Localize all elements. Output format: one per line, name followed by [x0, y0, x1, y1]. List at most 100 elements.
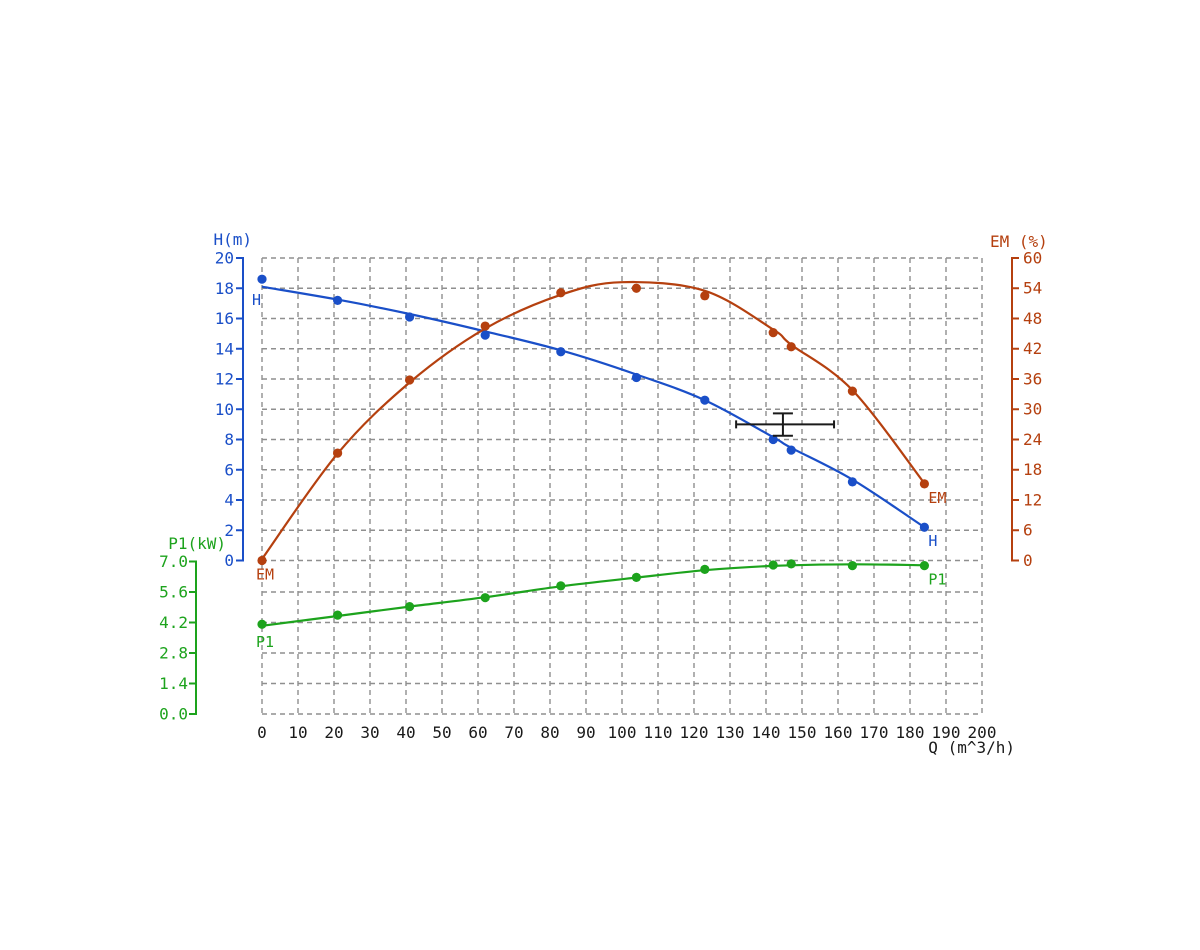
- x-tick-label: 110: [644, 723, 673, 742]
- h-axis-title: H(m): [213, 230, 252, 249]
- x-tick-label: 70: [504, 723, 523, 742]
- x-axis: 0 10 20 30 40 50 60 70 80 90 100 110 120 130 140 150 160…: [257, 723, 1015, 757]
- data-point-H: [333, 295, 343, 305]
- data-point-H: [257, 274, 267, 284]
- em-axis-tick-label: 54: [1023, 279, 1042, 298]
- data-point-H: [556, 347, 566, 357]
- curve-P1: [261, 563, 925, 627]
- data-point-EM: [257, 555, 267, 566]
- x-tick-label: 0: [257, 723, 267, 742]
- h-axis-tick-label: 18: [215, 279, 234, 298]
- x-tick-label: 180: [896, 723, 925, 742]
- x-tick-label: 140: [752, 723, 781, 742]
- data-point-H: [405, 312, 415, 322]
- em-axis-tick-label: 12: [1023, 490, 1042, 509]
- x-tick-label: 50: [432, 723, 451, 742]
- data-point-P1: [480, 593, 490, 603]
- data-point-P1: [919, 561, 930, 571]
- x-tick-label: 160: [824, 723, 853, 742]
- h-axis-tick-label: 10: [215, 400, 234, 419]
- p1-axis-tick-label: 4.2: [159, 613, 188, 632]
- x-tick-label: 30: [360, 723, 379, 742]
- series-P1: P1 P1: [256, 559, 946, 651]
- curve-EM: [261, 280, 926, 560]
- em-axis-tick-label: 48: [1023, 309, 1042, 328]
- data-point-H: [847, 477, 858, 487]
- h-axis-tick-label: 0: [224, 551, 234, 570]
- x-axis-title: Q (m^3/h): [928, 738, 1015, 757]
- data-point-H: [631, 372, 642, 383]
- em-axis-tick-label: 36: [1023, 369, 1042, 388]
- p1-axis-line: [189, 560, 197, 715]
- p1-axis-tick-label: 5.6: [159, 582, 188, 601]
- grid: [261, 257, 983, 717]
- series-start-label-EM: EM: [256, 566, 274, 584]
- series-start-label-H: H: [252, 291, 261, 309]
- data-point-P1: [333, 610, 343, 620]
- p1-axis-tick-label: 7.0: [159, 552, 188, 571]
- x-tick-label: 200: [968, 723, 997, 742]
- x-tick-label: 40: [396, 723, 415, 742]
- data-point-H: [919, 522, 930, 532]
- em-axis-tick-label: 60: [1023, 248, 1042, 267]
- p1-axis-tick-label: 2.8: [159, 643, 188, 662]
- data-point-H: [480, 330, 490, 340]
- p1-axis-title: P1(kW): [168, 534, 226, 553]
- h-axis-tick-label: 20: [215, 249, 234, 268]
- h-axis-tick-label: 8: [224, 430, 234, 449]
- em-axis-title: EM (%): [990, 232, 1048, 251]
- x-tick-label: 190: [932, 723, 961, 742]
- data-point-P1: [786, 559, 796, 569]
- series-start-label-P1: P1: [256, 633, 274, 651]
- h-axis-tick-label: 2: [224, 521, 234, 540]
- x-tick-label: 130: [716, 723, 745, 742]
- x-tick-label: 60: [468, 723, 487, 742]
- data-point-P1: [405, 601, 415, 612]
- x-tick-label: 170: [860, 723, 889, 742]
- data-point-H: [768, 434, 778, 445]
- h-axis-tick-label: 16: [215, 309, 234, 328]
- x-tick-label: 90: [576, 723, 595, 742]
- x-tick-label: 10: [288, 723, 307, 742]
- data-point-EM: [768, 328, 778, 338]
- em-axis-tick-label: 24: [1023, 430, 1042, 449]
- duty-point-marker: [735, 412, 836, 437]
- x-tick-label: 80: [540, 723, 559, 742]
- x-tick-label: 120: [680, 723, 709, 742]
- data-point-P1: [556, 581, 566, 591]
- data-point-H: [786, 445, 796, 455]
- em-axis-tick-label: 30: [1023, 400, 1042, 419]
- series-end-label-P1: P1: [928, 571, 946, 589]
- x-tick-label: 100: [608, 723, 637, 742]
- x-tick-label: 20: [324, 723, 343, 742]
- data-point-EM: [631, 283, 642, 293]
- em-axis-tick-label: 0: [1023, 551, 1033, 570]
- data-point-P1: [631, 572, 642, 583]
- data-point-EM: [405, 375, 415, 385]
- data-point-EM: [556, 288, 566, 298]
- p1-axis-tick-label: 0.0: [159, 705, 188, 724]
- data-point-EM: [919, 479, 930, 489]
- em-axis-tick-label: 42: [1023, 339, 1042, 358]
- x-tick-label: 150: [788, 723, 817, 742]
- data-point-P1: [257, 619, 267, 629]
- data-point-EM: [847, 386, 858, 396]
- p1-axis-tick-label: 1.4: [159, 674, 188, 693]
- h-axis-tick-label: 6: [224, 460, 234, 479]
- series-end-label-EM: EM: [928, 489, 946, 507]
- data-point-P1: [768, 560, 778, 570]
- data-point-EM: [700, 291, 710, 301]
- data-point-EM: [333, 448, 343, 458]
- em-axis-tick-label: 18: [1023, 460, 1042, 479]
- h-axis-tick-label: 12: [215, 370, 234, 389]
- em-axis-tick-label: 6: [1023, 521, 1033, 540]
- curve-H: [261, 285, 926, 529]
- h-axis-tick-label: 4: [224, 491, 234, 510]
- data-point-EM: [480, 321, 490, 331]
- series-end-label-H: H: [928, 532, 937, 550]
- series-EM: EM EM: [256, 280, 946, 584]
